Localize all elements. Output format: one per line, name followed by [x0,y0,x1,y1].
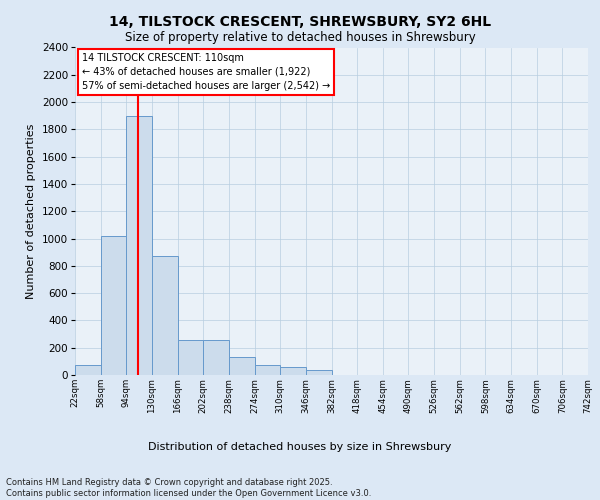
Text: Contains HM Land Registry data © Crown copyright and database right 2025.
Contai: Contains HM Land Registry data © Crown c… [6,478,371,498]
Bar [203,340,229,375]
Bar [101,236,127,375]
Bar [280,368,306,375]
Bar [127,116,152,375]
Text: 14, TILSTOCK CRESCENT, SHREWSBURY, SY2 6HL: 14, TILSTOCK CRESCENT, SHREWSBURY, SY2 6… [109,15,491,29]
Bar [152,256,178,375]
Bar [306,370,331,375]
Bar [178,340,203,375]
Bar [254,365,280,375]
Bar [229,358,254,375]
Text: 14 TILSTOCK CRESCENT: 110sqm
← 43% of detached houses are smaller (1,922)
57% of: 14 TILSTOCK CRESCENT: 110sqm ← 43% of de… [82,53,331,91]
Bar [75,365,101,375]
Text: Size of property relative to detached houses in Shrewsbury: Size of property relative to detached ho… [125,31,475,44]
Text: Distribution of detached houses by size in Shrewsbury: Distribution of detached houses by size … [148,442,452,452]
Y-axis label: Number of detached properties: Number of detached properties [26,124,36,299]
